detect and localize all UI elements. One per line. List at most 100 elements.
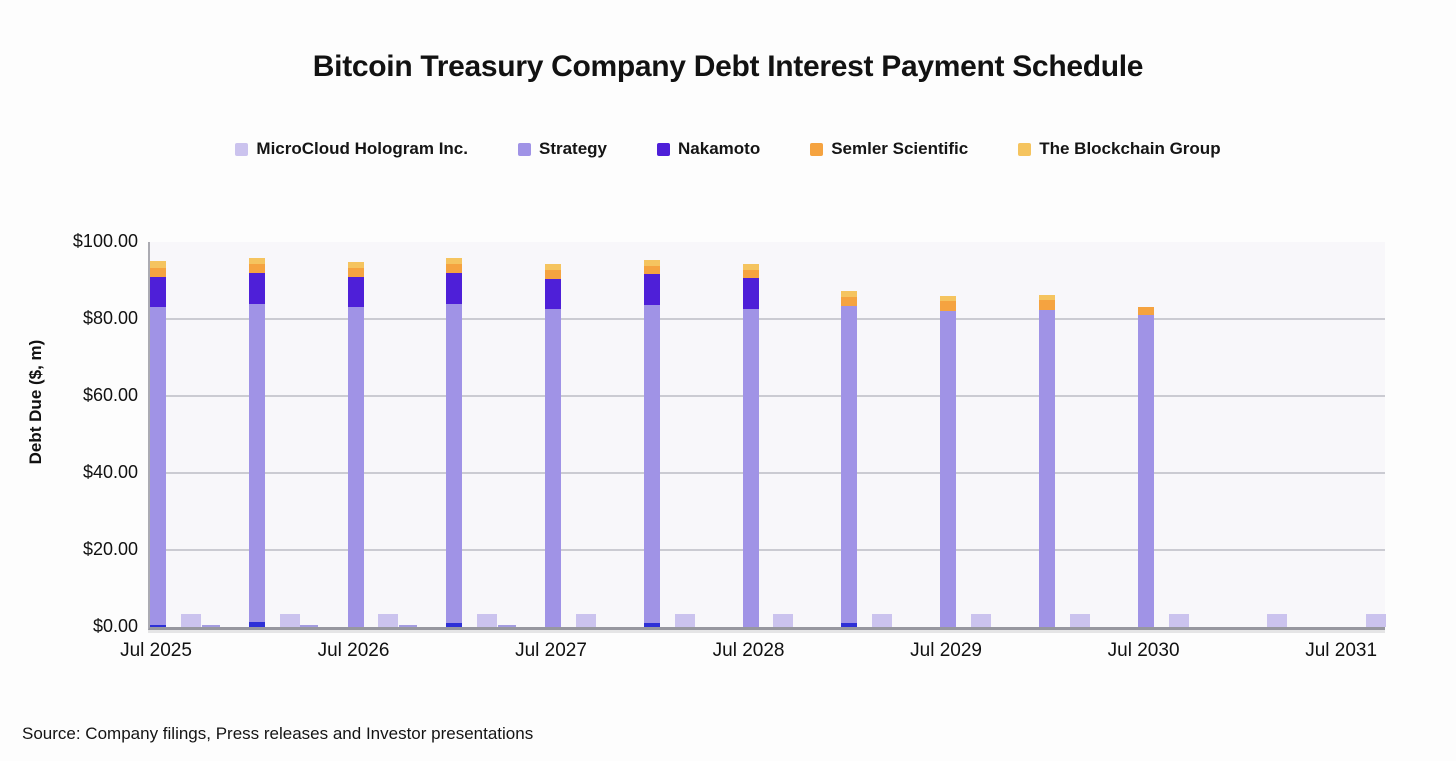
bar-segment — [347, 268, 364, 277]
bar — [742, 263, 759, 627]
bar-segment — [643, 305, 660, 624]
legend-swatch-icon — [810, 142, 824, 156]
bar-segment — [742, 269, 759, 279]
bar-segment — [150, 261, 166, 268]
bar-segment — [248, 272, 265, 304]
bar-segment — [742, 278, 759, 309]
bar-segment — [1038, 294, 1055, 301]
legend: MicroCloud Hologram Inc. Strategy Nakamoto… — [0, 139, 1456, 159]
legend-item: The Blockchain Group — [1018, 139, 1221, 159]
bar-segment — [477, 613, 498, 627]
bar-segment — [300, 624, 319, 627]
legend-swatch-icon — [1018, 142, 1032, 156]
x-tick-label: Jul 2028 — [712, 640, 785, 661]
bar-segment — [940, 295, 957, 301]
legend-swatch-icon — [657, 142, 671, 156]
legend-item: Semler Scientific — [810, 139, 968, 159]
bar-segment — [1168, 613, 1189, 627]
legend-label: The Blockchain Group — [1039, 139, 1221, 158]
bar-segment — [446, 272, 463, 304]
bar-segment — [1069, 613, 1090, 627]
y-tick-label: $100.00 — [72, 231, 138, 251]
bar-segment — [545, 270, 562, 279]
legend-swatch-icon — [235, 142, 249, 156]
legend-label: Semler Scientific — [831, 139, 969, 158]
bar-segment — [643, 623, 660, 627]
bar — [1038, 294, 1055, 627]
bar — [575, 613, 596, 627]
bar — [1069, 613, 1090, 627]
bar-segment — [446, 623, 463, 627]
bar-segment — [378, 613, 399, 627]
legend-item: MicroCloud Hologram Inc. — [235, 139, 468, 159]
bar-segment — [643, 259, 660, 266]
bar-segment — [773, 613, 794, 627]
y-tick-label: $20.00 — [82, 539, 138, 559]
legend-item: Strategy — [517, 139, 608, 159]
bar-segment — [446, 258, 463, 265]
bar — [674, 613, 695, 627]
plot-area — [148, 242, 1387, 630]
bar-segment — [545, 309, 562, 627]
bar-segment — [841, 305, 858, 624]
bar-segment — [643, 265, 660, 274]
bar — [378, 613, 399, 627]
bar-segment — [940, 310, 957, 627]
bar — [841, 291, 858, 627]
y-tick-label: $40.00 — [82, 462, 138, 482]
legend-label: MicroCloud Hologram Inc. — [256, 139, 468, 158]
bar — [1267, 613, 1288, 627]
bar — [643, 259, 660, 627]
bar-segment — [248, 622, 265, 627]
bar-segment — [150, 307, 166, 626]
bar-segment — [279, 613, 300, 627]
legend-label: Strategy — [538, 139, 608, 158]
bar-segment — [446, 304, 463, 624]
bar-segment — [1267, 613, 1288, 627]
bar — [201, 624, 220, 627]
bar-segment — [841, 291, 858, 297]
bar — [180, 613, 201, 627]
bar-segment — [575, 613, 596, 627]
bar-segment — [248, 303, 265, 622]
x-tick-label: Jul 2025 — [120, 640, 192, 661]
bar — [497, 624, 516, 627]
bar — [477, 613, 498, 627]
y-tick-label: $80.00 — [82, 308, 138, 328]
bar-segment — [399, 624, 418, 627]
chart-title: Bitcoin Treasury Company Debt Interest P… — [312, 50, 1144, 83]
bar — [1366, 613, 1387, 627]
bar-segment — [1038, 300, 1055, 310]
bar-segment — [841, 623, 858, 627]
gridline — [150, 318, 1385, 320]
bar — [446, 258, 463, 627]
x-tick-label: Jul 2031 — [1305, 640, 1378, 661]
source-note: Source: Company filings, Press releases … — [22, 724, 534, 743]
bar-segment — [248, 264, 265, 273]
bar-segment — [841, 296, 858, 306]
bar-segment — [545, 264, 562, 271]
legend-item: Nakamoto — [657, 139, 760, 159]
bar-segment — [674, 613, 695, 627]
gridline — [150, 395, 1385, 397]
bar-segment — [201, 624, 220, 627]
bar-segment — [248, 258, 265, 265]
bar-segment — [1366, 613, 1387, 627]
x-tick-label: Jul 2027 — [515, 640, 587, 661]
bar-segment — [347, 262, 364, 269]
bar-segment — [940, 300, 957, 311]
gridline — [150, 472, 1385, 474]
bar-segment — [446, 264, 463, 273]
bar-segment — [1038, 309, 1055, 627]
bar — [347, 262, 364, 627]
bar — [248, 258, 265, 627]
bar-segment — [150, 267, 166, 277]
bar — [773, 613, 794, 627]
bar-segment — [347, 276, 364, 308]
bar-segment — [643, 273, 660, 306]
bar — [1137, 307, 1154, 627]
bar — [545, 264, 562, 627]
bar-segment — [180, 613, 201, 627]
bar-segment — [497, 624, 516, 627]
bar-segment — [347, 307, 364, 627]
